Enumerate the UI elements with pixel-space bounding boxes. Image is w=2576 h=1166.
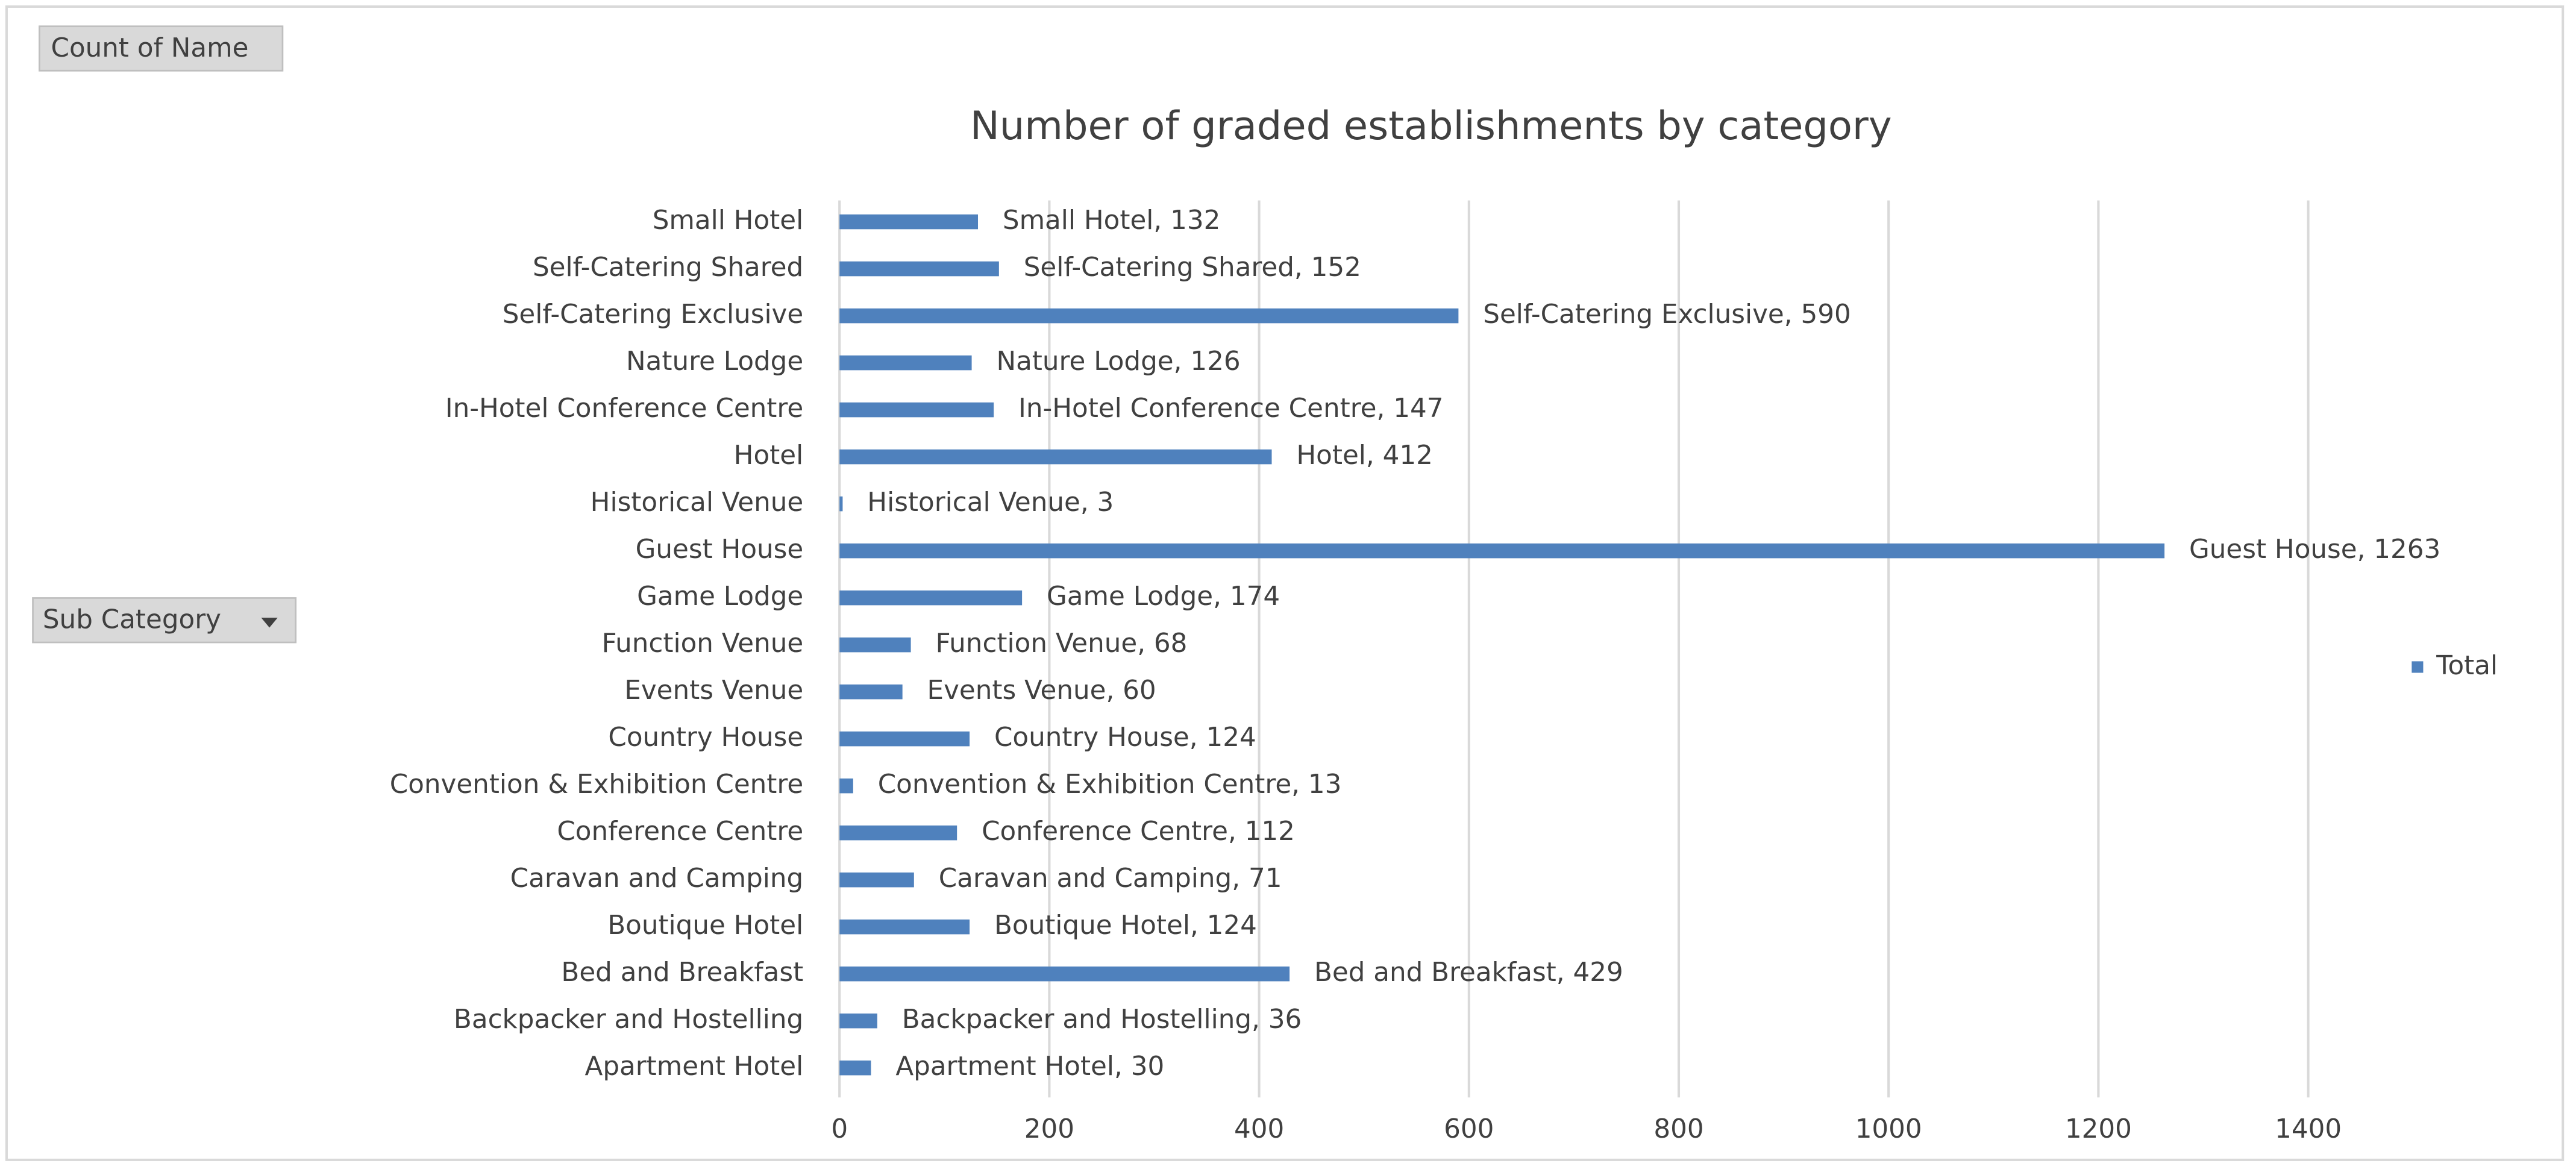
data-label: Game Lodge, 174 <box>1047 581 1280 612</box>
y-tick-label: Country House <box>608 722 803 753</box>
bar <box>839 919 970 935</box>
data-label: Guest House, 1263 <box>2189 534 2440 565</box>
y-tick-label: Conference Centre <box>557 817 803 847</box>
data-label: Self-Catering Exclusive, 590 <box>1483 299 1851 330</box>
x-tick-label: 0 <box>831 1114 848 1144</box>
y-tick-label: Convention & Exhibition Centre <box>390 769 803 800</box>
bar <box>839 308 1459 324</box>
chart-title: Number of graded establishments by categ… <box>970 103 1892 149</box>
y-tick-label: Nature Lodge <box>626 346 803 377</box>
data-label: Bed and Breakfast, 429 <box>1314 958 1623 988</box>
y-tick-label: Guest House <box>636 534 804 565</box>
y-tick-label: Caravan and Camping <box>510 864 804 894</box>
bar <box>839 1060 871 1076</box>
y-tick-label: Boutique Hotel <box>607 911 803 941</box>
bar <box>839 496 843 512</box>
x-tick-label: 600 <box>1444 1114 1494 1144</box>
bar <box>839 590 1023 606</box>
legend-label: Total <box>2436 651 2498 681</box>
bar <box>839 355 972 371</box>
y-tick-label: Apartment Hotel <box>585 1052 804 1082</box>
dropdown-arrow <box>261 618 278 628</box>
bar <box>839 543 2165 559</box>
data-label: Caravan and Camping, 71 <box>939 864 1282 894</box>
data-label: Self-Catering Shared, 152 <box>1024 252 1361 283</box>
data-label: Hotel, 412 <box>1296 440 1432 471</box>
data-label: Historical Venue, 3 <box>867 487 1114 518</box>
bar <box>839 1013 877 1029</box>
rows-field-button[interactable] <box>32 597 297 644</box>
y-tick-label: Historical Venue <box>591 487 804 518</box>
bar <box>839 402 994 418</box>
y-tick-label: Self-Catering Exclusive <box>503 299 803 330</box>
y-tick-label: Game Lodge <box>637 581 803 612</box>
bar <box>839 637 911 653</box>
data-label: Events Venue, 60 <box>927 675 1156 706</box>
y-tick-label: Small Hotel <box>653 205 804 236</box>
data-label: Small Hotel, 132 <box>1003 205 1220 236</box>
bar <box>839 872 914 888</box>
chart-frame <box>5 5 2565 1161</box>
data-label: Boutique Hotel, 124 <box>994 911 1257 941</box>
x-tick-label: 1400 <box>2275 1114 2342 1144</box>
rows-field-label: Sub Category <box>43 605 221 635</box>
bar <box>839 966 1290 982</box>
x-tick-label: 200 <box>1024 1114 1074 1144</box>
bar <box>839 261 999 277</box>
bar <box>839 825 957 841</box>
data-label: Nature Lodge, 126 <box>996 346 1240 377</box>
bar <box>839 214 979 230</box>
values-field-label: Count of Name <box>51 33 249 63</box>
data-label: Conference Centre, 112 <box>982 817 1295 847</box>
bar <box>839 449 1272 465</box>
y-tick-label: Backpacker and Hostelling <box>454 1005 803 1035</box>
x-tick-label: 800 <box>1653 1114 1703 1144</box>
y-tick-label: In-Hotel Conference Centre <box>445 393 803 424</box>
y-tick-label: Bed and Breakfast <box>561 958 803 988</box>
data-label: Apartment Hotel, 30 <box>895 1052 1164 1082</box>
x-tick-label: 1200 <box>2065 1114 2132 1144</box>
data-label: In-Hotel Conference Centre, 147 <box>1018 393 1443 424</box>
bar <box>839 684 903 700</box>
values-field-button[interactable] <box>39 25 284 72</box>
data-label: Convention & Exhibition Centre, 13 <box>878 769 1342 800</box>
y-tick-label: Function Venue <box>601 628 803 659</box>
data-label: Country House, 124 <box>994 722 1256 753</box>
y-tick-label: Self-Catering Shared <box>533 252 803 283</box>
y-tick-label: Hotel <box>734 440 804 471</box>
legend-swatch <box>2411 661 2424 673</box>
data-label: Backpacker and Hostelling, 36 <box>902 1005 1302 1035</box>
data-label: Function Venue, 68 <box>935 628 1187 659</box>
bar <box>839 778 853 794</box>
y-tick-label: Events Venue <box>624 675 803 706</box>
bar <box>839 731 970 747</box>
x-tick-label: 1000 <box>1855 1114 1922 1144</box>
x-tick-label: 400 <box>1234 1114 1284 1144</box>
